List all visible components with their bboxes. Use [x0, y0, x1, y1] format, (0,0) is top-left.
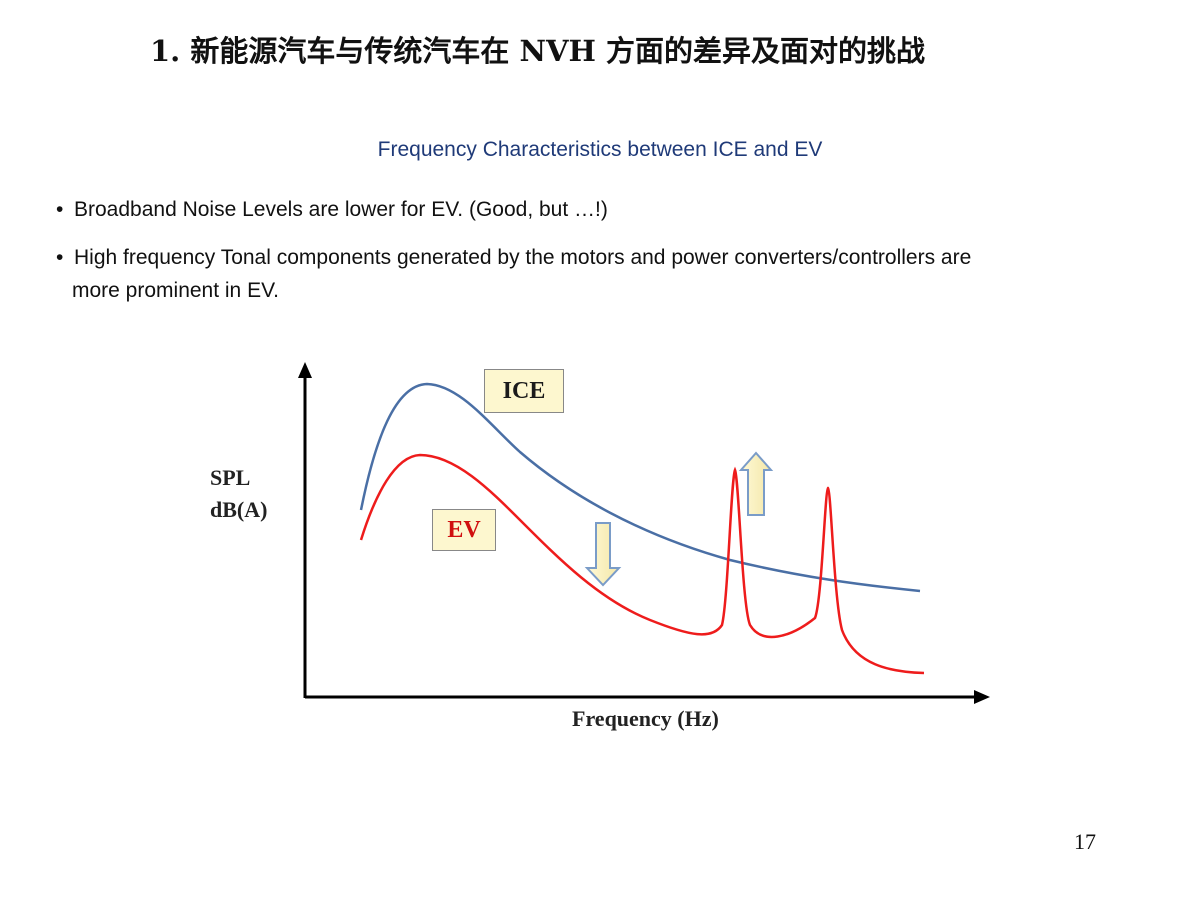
bullet-item: • High frequency Tonal components generat… — [56, 241, 1156, 307]
ice-series-label: ICE — [484, 369, 564, 413]
ev-series-label: EV — [432, 509, 496, 551]
y-axis-label: SPL dB(A) — [210, 462, 267, 526]
bullet-symbol: • — [56, 246, 64, 269]
bullet-text: Broadband Noise Levels are lower for EV.… — [74, 198, 608, 221]
up-arrow-icon — [738, 451, 774, 516]
ev-curve — [359, 453, 925, 675]
bullet-text: High frequency Tonal components generate… — [74, 246, 972, 269]
x-axis-label: Frequency (Hz) — [572, 706, 719, 731]
bullet-item: • Broadband Noise Levels are lower for EV… — [56, 193, 1156, 226]
y-axis-arrowhead — [298, 362, 312, 378]
ice-curve — [359, 382, 921, 593]
y-axis-label-line2: dB(A) — [210, 497, 268, 522]
y-axis-label-line1: SPL — [210, 465, 251, 490]
slide-title: 1. 新能源汽车与传统汽车在 NVH 方面的差异及面对的挑战 — [150, 34, 925, 68]
x-axis-arrowhead — [974, 690, 990, 704]
page-number: 17 — [1074, 829, 1096, 854]
down-arrow-icon — [584, 522, 622, 587]
bullet-text-continuation: more prominent in EV. — [72, 279, 279, 302]
bullet-symbol: • — [56, 198, 64, 221]
slide-subtitle: Frequency Characteristics between ICE an… — [377, 138, 823, 161]
